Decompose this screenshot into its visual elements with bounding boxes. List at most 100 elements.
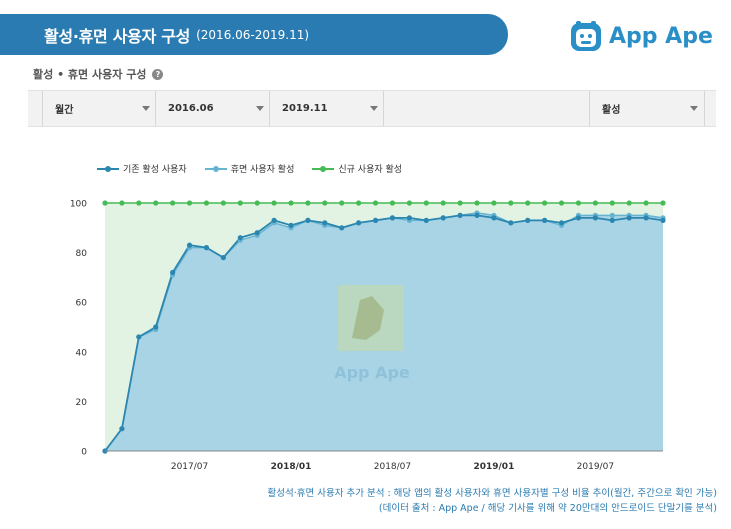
data-point-new-active [220, 200, 226, 206]
data-point-existing-active [339, 225, 345, 231]
data-point-new-active [389, 200, 396, 206]
data-point-existing-active [575, 215, 582, 221]
data-point-new-active [305, 200, 311, 206]
logo-text: App Ape [609, 23, 713, 49]
data-point-existing-active [203, 245, 210, 251]
metric-select-value: 활성 [602, 105, 621, 116]
question-icon[interactable]: ? [152, 68, 164, 80]
data-point-existing-active [406, 215, 412, 221]
page-title: 활성·휴면 사용자 구성 [44, 26, 191, 46]
data-point-existing-active [558, 220, 565, 226]
y-tick-label: 60 [76, 299, 88, 309]
footer-note: 활성석·휴면 사용자 추가 분석 : 해당 앱의 활성 사용자와 휴면 사용자별… [267, 486, 717, 516]
data-point-existing-active [660, 217, 666, 223]
data-point-new-active [525, 200, 531, 206]
x-tick-label: 2018/01 [271, 462, 312, 472]
data-point-existing-active [322, 220, 328, 226]
data-point-new-active [356, 200, 362, 206]
watermark-text: App Ape [334, 363, 410, 382]
metric-select[interactable]: 활성 [589, 91, 705, 126]
chevron-down-icon [690, 106, 698, 111]
data-point-existing-active [440, 215, 446, 221]
y-tick-label: 0 [81, 448, 87, 458]
data-point-new-active [542, 200, 548, 206]
start-date-select[interactable]: 2016.06 [155, 91, 270, 126]
legend-swatch [204, 164, 227, 174]
data-point-new-active [440, 200, 446, 206]
data-point-new-active [119, 200, 125, 206]
legend-swatch [97, 164, 119, 174]
period-select-value: 월간 [55, 105, 74, 116]
data-point-new-active [474, 200, 480, 206]
data-point-new-active [491, 200, 497, 206]
data-point-existing-active [372, 217, 379, 223]
data-point-existing-active [592, 215, 598, 221]
y-tick-label: 80 [76, 249, 88, 259]
legend-label: 휴면 사용자 활성 [230, 165, 295, 175]
data-point-existing-active [220, 254, 226, 261]
data-point-existing-active [356, 220, 362, 226]
data-point-existing-active [542, 217, 548, 223]
legend-swatch [312, 164, 335, 174]
data-point-existing-active [186, 242, 193, 248]
page-subtitle: (2016.06-2019.11) [196, 27, 310, 42]
legend-label: 기존 활성 사용자 [123, 165, 187, 175]
data-point-new-active [609, 200, 615, 206]
data-point-existing-active [254, 230, 260, 236]
data-point-new-active [136, 200, 142, 206]
data-point-new-active [660, 200, 666, 206]
section-heading-text: 활성 • 휴면 사용자 구성 [33, 68, 147, 81]
data-point-new-active [575, 200, 582, 206]
empty-filter-slot [383, 91, 590, 126]
data-point-new-active [271, 200, 277, 206]
data-point-existing-active [643, 215, 649, 221]
y-tick-label: 100 [70, 200, 87, 210]
data-point-existing-active [525, 217, 531, 223]
data-point-dormant-active [609, 212, 615, 218]
legend-item-existing-active[interactable]: 기존 활성 사용자 [97, 162, 187, 175]
data-point-new-active [626, 200, 632, 206]
x-tick-label: 2017/07 [171, 462, 208, 472]
legend-label: 신규 사용자 활성 [338, 165, 403, 175]
data-point-new-active [186, 200, 193, 206]
end-date-select[interactable]: 2019.11 [269, 91, 384, 126]
chart-legend: 기존 활성 사용자 휴면 사용자 활성 신규 사용자 활성 [97, 162, 420, 175]
data-point-new-active [339, 200, 345, 206]
end-date-value: 2019.11 [282, 103, 328, 114]
data-point-new-active [102, 200, 108, 206]
header-bar: 활성·휴면 사용자 구성 (2016.06-2019.11) [0, 14, 508, 55]
start-date-value: 2016.06 [168, 103, 214, 114]
legend-item-new-active[interactable]: 신규 사용자 활성 [312, 162, 402, 175]
data-point-new-active [592, 200, 598, 206]
x-tick-label: 2019/01 [473, 462, 514, 472]
data-point-existing-active [136, 334, 142, 340]
data-point-existing-active [288, 222, 294, 228]
chevron-down-icon [256, 106, 264, 111]
footer-line-1: 활성석·휴면 사용자 추가 분석 : 해당 앱의 활성 사용자와 휴면 사용자별… [267, 488, 717, 499]
data-point-new-active [372, 200, 379, 206]
data-point-new-active [203, 200, 210, 206]
data-point-existing-active [153, 324, 159, 330]
data-point-new-active [237, 200, 243, 206]
data-point-existing-active [609, 217, 615, 223]
data-point-new-active [558, 200, 565, 206]
period-select[interactable]: 월간 [42, 91, 156, 126]
data-point-new-active [254, 200, 260, 206]
legend-item-dormant-active[interactable]: 휴면 사용자 활성 [204, 162, 295, 175]
y-tick-label: 20 [76, 398, 88, 408]
section-heading: 활성 • 휴면 사용자 구성 ? [33, 66, 164, 82]
data-point-existing-active [119, 426, 125, 432]
data-point-existing-active [305, 217, 311, 223]
data-point-new-active [508, 200, 514, 206]
data-point-new-active [322, 200, 328, 206]
data-point-existing-active [626, 215, 632, 221]
data-point-existing-active [491, 215, 497, 221]
chevron-down-icon [370, 106, 378, 111]
x-tick-label: 2018/07 [374, 462, 411, 472]
data-point-new-active [457, 200, 463, 206]
watermark-figure [352, 296, 384, 340]
data-point-new-active [423, 200, 429, 206]
data-point-existing-active [271, 217, 277, 223]
data-point-existing-active [423, 217, 429, 223]
